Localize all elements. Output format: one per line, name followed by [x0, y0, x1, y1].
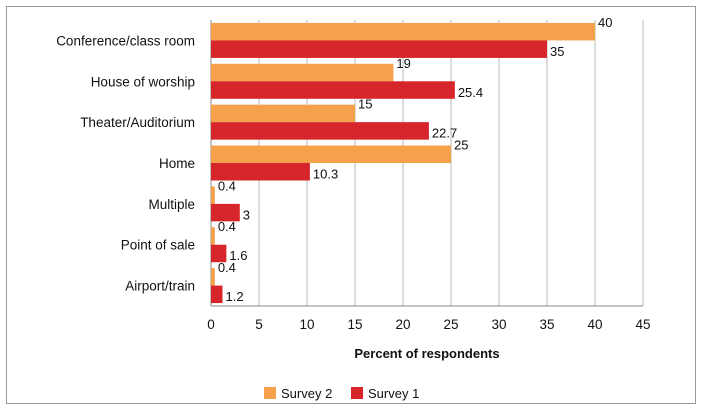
bar-survey-1 [211, 122, 429, 140]
data-label: 40 [598, 15, 612, 30]
x-axis-title: Percent of respondents [354, 346, 499, 361]
data-label: 1.6 [229, 248, 247, 263]
x-tick-label: 5 [255, 317, 263, 332]
x-tick-label: 40 [587, 317, 602, 332]
bar-survey-2 [211, 145, 451, 163]
category-label: Point of sale [121, 238, 195, 253]
data-label: 10.3 [313, 167, 338, 182]
legend-swatch [351, 387, 363, 399]
data-label: 1.2 [226, 289, 244, 304]
data-label: 25.4 [458, 85, 483, 100]
bars [211, 22, 595, 304]
x-tick-labels: 0 5 10 15 20 25 30 35 40 45 [207, 317, 650, 332]
category-label: Airport/train [125, 279, 195, 294]
bar-survey-1 [211, 203, 240, 222]
bar-survey-1 [211, 163, 310, 181]
data-label: 15 [358, 97, 372, 112]
bar-survey-2 [211, 104, 355, 123]
category-label: House of worship [91, 74, 195, 89]
bar-survey-1 [211, 40, 547, 58]
x-tick-label: 25 [443, 317, 458, 332]
bar-survey-1 [211, 81, 455, 99]
x-tick-label: 0 [207, 317, 215, 332]
bar-survey-1 [211, 244, 227, 263]
category-label: Home [159, 156, 195, 171]
data-label: 19 [396, 56, 410, 71]
legend-label: Survey 1 [368, 386, 419, 401]
bar-survey-2 [211, 268, 215, 286]
bar-survey-2 [211, 63, 394, 82]
x-tick-label: 35 [539, 317, 554, 332]
x-tick-label: 45 [635, 317, 650, 332]
bar-survey-2 [211, 227, 215, 245]
legend-label: Survey 2 [281, 386, 332, 401]
legend: Survey 2 Survey 1 [264, 386, 419, 401]
legend-swatch [264, 387, 276, 399]
bar-survey-1 [211, 285, 223, 304]
bar-survey-2 [211, 22, 595, 41]
x-tick-label: 10 [299, 317, 314, 332]
data-label: 0.4 [218, 219, 236, 234]
data-label: 0.4 [218, 260, 236, 275]
data-label: 25 [454, 138, 468, 153]
category-label: Multiple [148, 197, 195, 212]
data-label: 0.4 [218, 178, 236, 193]
data-label: 3 [243, 207, 250, 222]
category-labels: Conference/class room House of worship The… [56, 33, 195, 293]
x-tick-label: 20 [395, 317, 410, 332]
x-tick-label: 15 [347, 317, 362, 332]
category-label: Theater/Auditorium [80, 115, 195, 130]
data-label: 35 [550, 44, 564, 59]
category-label: Conference/class room [56, 33, 195, 48]
x-tick-label: 30 [491, 317, 506, 332]
bar-survey-2 [211, 186, 215, 204]
data-label: 22.7 [432, 126, 457, 141]
